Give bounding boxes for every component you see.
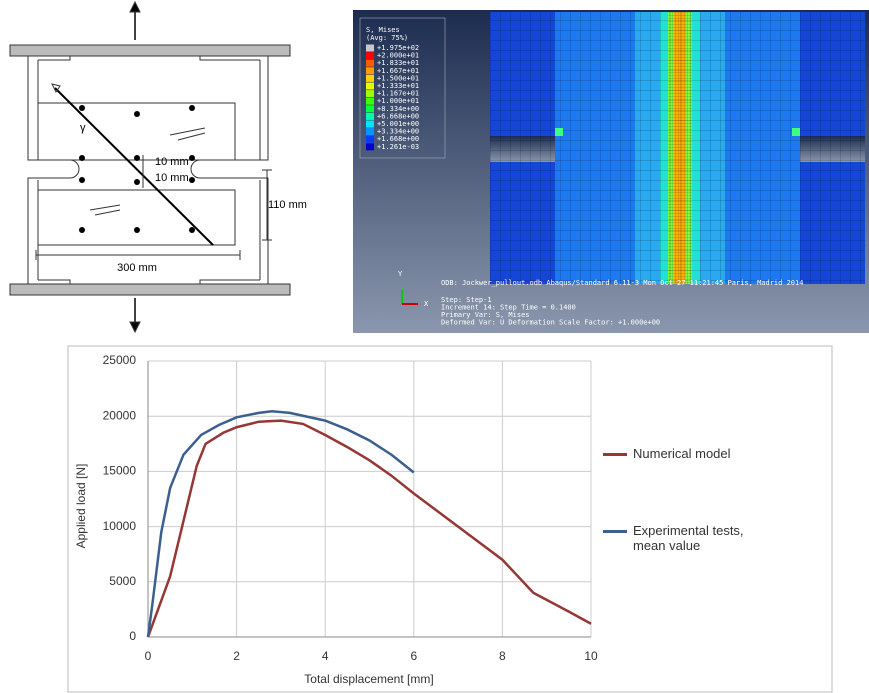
y-tick-label: 20000 — [103, 408, 137, 422]
fem-legend-swatch — [366, 83, 374, 90]
fem-legend-swatch — [366, 45, 374, 52]
height-label: 110 mm — [268, 199, 307, 211]
fem-legend-swatch — [366, 98, 374, 105]
test-diagram — [10, 2, 290, 332]
y-tick-label: 15000 — [103, 464, 137, 478]
x-tick-label: 0 — [145, 649, 152, 663]
page: Pullout test { "diagram": { "gap_top_lab… — [0, 0, 869, 693]
legend-label: Numerical model — [633, 446, 731, 461]
fem-legend-swatch — [366, 67, 374, 74]
fem-legend-swatch — [366, 128, 374, 135]
legend-swatch — [603, 453, 627, 456]
legend-item: Experimental tests, mean value — [600, 523, 760, 553]
x-tick-label: 4 — [322, 649, 329, 663]
page-root: 10 mm 10 mm 110 mm 300 mm γ S, Mises (Av… — [0, 0, 869, 693]
fem-legend-subtitle: (Avg: 75%) — [366, 34, 408, 42]
y-tick-label: 10000 — [103, 519, 137, 533]
fem-legend-swatch — [366, 143, 374, 150]
x-tick-label: 8 — [499, 649, 506, 663]
x-tick-label: 2 — [233, 649, 240, 663]
y-axis-title: Applied load [N] — [74, 464, 88, 549]
gap-label: 10 mm — [155, 172, 189, 184]
x-axis-title: Total displacement [mm] — [304, 672, 433, 686]
angle-label: γ — [80, 122, 86, 134]
legend-item: Numerical model — [600, 446, 760, 461]
fem-legend-swatch — [366, 136, 374, 143]
gap-label: 10 mm — [155, 156, 189, 168]
y-tick-label: 5000 — [109, 574, 136, 588]
fem-legend-swatch — [366, 90, 374, 97]
y-tick-label: 0 — [129, 629, 136, 643]
legend-label: Experimental tests, mean value — [633, 523, 760, 553]
x-tick-label: 10 — [584, 649, 598, 663]
legend-swatch — [603, 530, 627, 533]
fem-info: ODB: Jockwer_pullout.odb Abaqus/Standard… — [441, 279, 803, 287]
x-tick-label: 6 — [410, 649, 417, 663]
fem-legend-swatch — [366, 121, 374, 128]
legend: Numerical model Experimental tests, mean … — [600, 446, 760, 615]
fem-legend-swatch — [366, 113, 374, 120]
fem-legend-swatch — [366, 52, 374, 59]
fem-legend-title: S, Mises — [366, 26, 400, 34]
fem-legend-swatch — [366, 105, 374, 112]
width-label: 300 mm — [117, 262, 157, 274]
fem-legend-swatch — [366, 60, 374, 67]
fem-legend-swatch — [366, 75, 374, 82]
fem-legend-label: +1.261e-03 — [377, 143, 419, 151]
y-tick-label: 25000 — [103, 353, 137, 367]
fem-info: Deformed Var: U Deformation Scale Factor… — [441, 319, 660, 327]
